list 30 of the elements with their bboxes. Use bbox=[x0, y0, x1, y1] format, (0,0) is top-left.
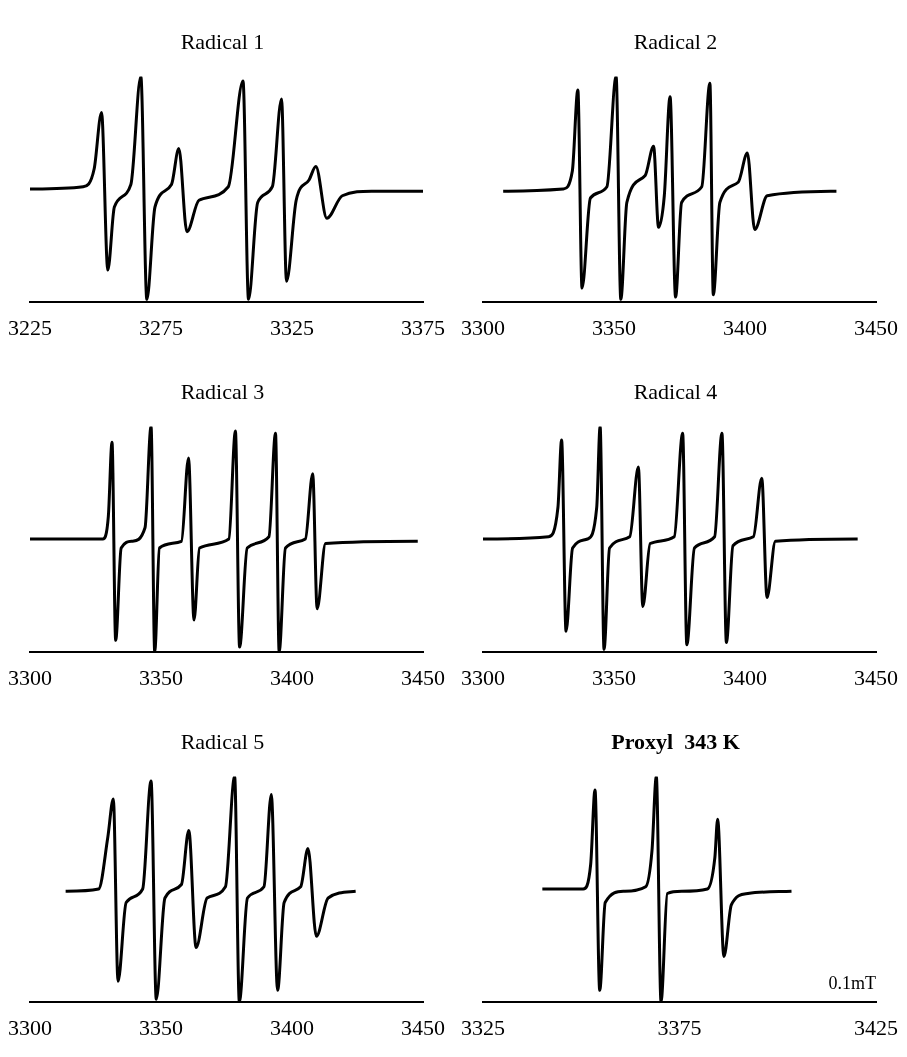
x-tick-label: 3450 bbox=[854, 314, 898, 340]
x-tick-label: 3350 bbox=[592, 664, 636, 690]
x-tick-label: 3375 bbox=[401, 314, 445, 340]
x-tick-label: 3300 bbox=[8, 1014, 52, 1040]
x-tick-label: 3450 bbox=[401, 1014, 445, 1040]
x-tick-label: 3400 bbox=[270, 1014, 314, 1040]
x-tick-label: 3325 bbox=[461, 1014, 505, 1040]
x-tick-label: 3400 bbox=[270, 664, 314, 690]
x-tick-label: 3325 bbox=[270, 314, 314, 340]
x-tick-label: 3350 bbox=[139, 1014, 183, 1040]
x-tick-label: 3450 bbox=[401, 664, 445, 690]
x-tick-label: 3400 bbox=[723, 314, 767, 340]
x-tick-label: 3300 bbox=[8, 664, 52, 690]
x-tick-label: 3300 bbox=[461, 664, 505, 690]
chart-title: Proxyl 343 K bbox=[611, 728, 740, 754]
x-tick-label: 3350 bbox=[592, 314, 636, 340]
chart-title: Radical 2 bbox=[633, 28, 718, 54]
x-tick-label: 3450 bbox=[854, 664, 898, 690]
annotation: 0.1mT bbox=[828, 973, 876, 994]
x-tick-label: 3225 bbox=[8, 314, 52, 340]
chart-title: Radical 4 bbox=[633, 378, 718, 404]
x-tick-label: 3400 bbox=[723, 664, 767, 690]
x-tick-label: 3350 bbox=[139, 664, 183, 690]
x-tick-label: 3375 bbox=[657, 1014, 702, 1040]
x-tick-label: 3425 bbox=[854, 1014, 898, 1040]
x-tick-label: 3275 bbox=[139, 314, 183, 340]
chart-title: Radical 5 bbox=[180, 728, 265, 754]
x-tick-label: 3300 bbox=[461, 314, 505, 340]
chart-title: Radical 3 bbox=[180, 378, 265, 404]
chart-title: Radical 1 bbox=[180, 28, 265, 54]
